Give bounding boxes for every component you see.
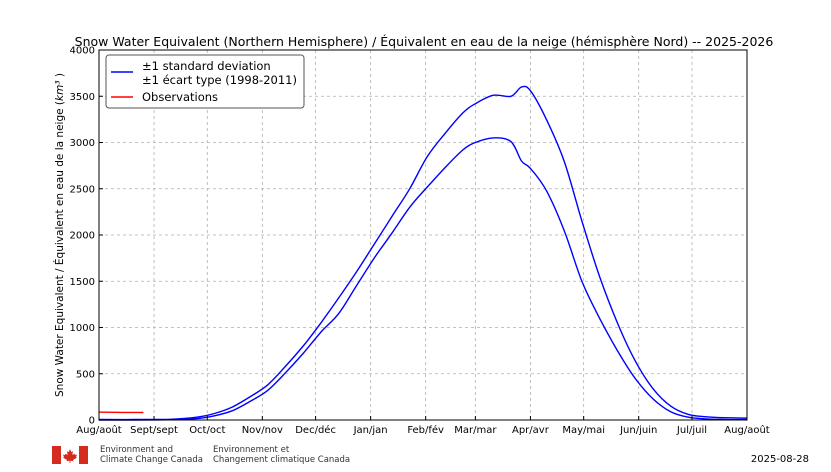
x-tick-label: Jul/juil — [676, 425, 707, 436]
org-name-english: Environment and Climate Change Canada — [100, 445, 204, 465]
x-tick-label: Jan/jan — [353, 425, 388, 436]
org-name-french: Environnement et Changement climatique C… — [213, 445, 351, 465]
y-axis-label-text: Snow Water Equivalent / Équivalent en ea… — [53, 101, 66, 397]
y-tick-label: 4000 — [70, 46, 95, 57]
y-tick-label: 500 — [76, 369, 95, 380]
y-axis-label-unit: km³ — [54, 80, 66, 101]
x-tick-label: Nov/nov — [242, 425, 283, 436]
x-tick-label: Aug/août — [724, 424, 769, 436]
legend-label-std-line2: ±1 écart type (1998-2011) — [142, 73, 297, 87]
x-tick-label: Aug/août — [76, 424, 121, 436]
snow-water-equivalent-chart: Snow Water Equivalent (Northern Hemisphe… — [53, 34, 774, 436]
legend-label-observations: Observations — [142, 90, 218, 104]
y-axis-label-close: ) — [54, 73, 66, 77]
series-std-lower-line — [98, 137, 748, 421]
y-tick-label: 2500 — [70, 184, 95, 195]
x-tick-label: Jun/juin — [619, 425, 657, 436]
x-tick-label: Apr/avr — [512, 425, 550, 436]
y-tick-label: 3000 — [70, 138, 95, 149]
x-tick-label: Feb/fév — [407, 424, 444, 436]
y-axis-ticks: 0 500 1000 1500 2000 2500 3000 3500 4000 — [70, 46, 103, 427]
y-tick-label: 2000 — [70, 231, 95, 242]
y-tick-label: 0 — [89, 416, 95, 427]
x-tick-label: Mar/mar — [454, 425, 497, 436]
date-stamp: 2025-08-28 — [750, 454, 809, 465]
legend: ±1 standard deviation ±1 écart type (199… — [105, 54, 305, 109]
x-tick-label: May/mai — [562, 425, 605, 436]
x-tick-label: Oct/oct — [189, 425, 225, 436]
y-axis-label: Snow Water Equivalent / Équivalent en ea… — [53, 73, 66, 397]
x-axis-ticks: Aug/août Sept/sept Oct/oct Nov/nov Dec/déc Ja… — [76, 416, 770, 436]
y-tick-label: 3500 — [70, 92, 95, 103]
x-tick-label: Dec/déc — [295, 424, 336, 436]
chart-title: Snow Water Equivalent (Northern Hemisphe… — [75, 34, 774, 49]
legend-box — [105, 54, 305, 109]
y-tick-label: 1000 — [70, 323, 95, 334]
series-std-upper-line — [98, 85, 748, 421]
canada-flag-logo — [52, 446, 88, 464]
x-tick-label: Sept/sept — [130, 425, 178, 436]
legend-label-std-line1: ±1 standard deviation — [142, 59, 271, 73]
series-layer — [98, 85, 748, 421]
y-tick-label: 1500 — [70, 277, 95, 288]
